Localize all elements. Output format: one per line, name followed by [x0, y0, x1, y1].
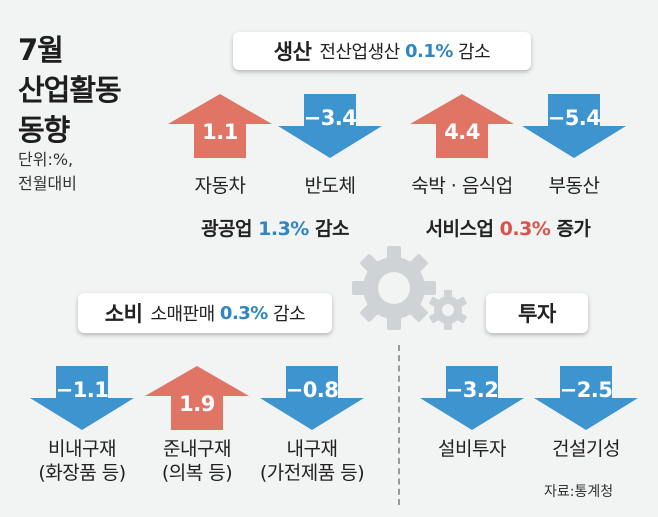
auto-value: 1.1 [202, 120, 238, 144]
nondurable-sub: (화장품 등) [38, 462, 126, 484]
title-line-1: 7월 [18, 33, 64, 67]
down-arrow-icon [534, 366, 638, 430]
services-value: 0.3% [499, 218, 551, 240]
arrow-semiconductor: −3.4 [278, 94, 382, 158]
production-text: 전산업생산 [319, 42, 400, 63]
label-semiconductor: 반도체 [304, 175, 356, 197]
production-trend: 감소 [458, 42, 491, 63]
label-auto: 자동차 [194, 175, 246, 197]
unit-note: 단위:%, 전월대비 [18, 148, 77, 196]
label-lodging: 숙박 · 음식업 [411, 175, 513, 197]
mining-trend: 감소 [314, 218, 349, 240]
services-text: 서비스업 [425, 218, 494, 240]
facility-value: −3.2 [445, 378, 499, 402]
gear-icon [352, 246, 467, 330]
up-arrow-icon [410, 94, 514, 158]
down-arrow-icon [420, 366, 524, 430]
title-line-2: 산업활동 [18, 73, 122, 107]
durable-sub: (가전제품 등) [259, 462, 365, 484]
semidurable-sub: (의복 등) [161, 462, 233, 484]
label-nondurable: 비내구재 (화장품 등) [17, 437, 147, 485]
consumption-text: 소매판매 [150, 304, 215, 325]
title-line-3: 동향 [18, 113, 70, 147]
infographic-title: 7월 산업활동 동향 [18, 30, 168, 150]
services-trend: 증가 [556, 218, 591, 240]
unit-line-2: 전월대비 [18, 174, 77, 193]
section-divider [398, 345, 400, 505]
investment-pill: 투자 [486, 293, 588, 333]
arrow-semidurable: 1.9 [145, 366, 249, 430]
label-semidurable: 준내구재 (의복 등) [132, 437, 262, 485]
mining-value: 1.3% [258, 218, 309, 240]
unit-line-1: 단위:%, [18, 150, 74, 169]
arrow-auto: 1.1 [168, 94, 272, 158]
mining-text: 광공업 [201, 218, 253, 240]
arrow-durable: −0.8 [260, 366, 364, 430]
mining-summary: 광공업 1.3% 감소 [180, 214, 370, 241]
label-facility: 설비투자 [438, 438, 506, 460]
semiconductor-value: −3.4 [303, 106, 357, 130]
consumption-heading: 소비 [104, 302, 143, 326]
durable-value: −0.8 [285, 378, 339, 402]
down-arrow-icon [260, 366, 364, 430]
label-durable: 내구재 (가전제품 등) [247, 437, 377, 485]
durable-name: 내구재 [286, 438, 338, 460]
consumption-value: 0.3% [219, 302, 268, 324]
label-construction: 건설기성 [552, 438, 620, 460]
down-arrow-icon [30, 366, 134, 430]
down-arrow-icon [522, 94, 626, 158]
services-summary: 서비스업 0.3% 증가 [413, 214, 603, 241]
construction-value: −2.5 [559, 378, 613, 402]
semidurable-name: 준내구재 [163, 438, 231, 460]
lodging-value: 4.4 [444, 120, 480, 144]
production-heading: 생산 [273, 40, 312, 64]
semidurable-value: 1.9 [179, 392, 215, 416]
arrow-realestate: −5.4 [522, 94, 626, 158]
source-note: 자료:통계청 [544, 484, 614, 500]
up-arrow-icon [168, 94, 272, 158]
investment-heading: 투자 [518, 302, 556, 326]
production-pill: 생산 전산업생산 0.1% 감소 [233, 32, 531, 70]
nondurable-name: 비내구재 [48, 438, 116, 460]
down-arrow-icon [278, 94, 382, 158]
arrow-facility: −3.2 [420, 366, 524, 430]
label-realestate: 부동산 [548, 175, 600, 197]
arrow-construction: −2.5 [534, 366, 638, 430]
nondurable-value: −1.1 [55, 378, 109, 402]
consumption-pill: 소비 소매판매 0.3% 감소 [78, 293, 332, 333]
up-arrow-icon [145, 366, 249, 430]
consumption-trend: 감소 [273, 304, 306, 325]
realestate-value: −5.4 [547, 106, 601, 130]
production-value: 0.1% [404, 40, 453, 62]
arrow-nondurable: −1.1 [30, 366, 134, 430]
arrow-lodging: 4.4 [410, 94, 514, 158]
